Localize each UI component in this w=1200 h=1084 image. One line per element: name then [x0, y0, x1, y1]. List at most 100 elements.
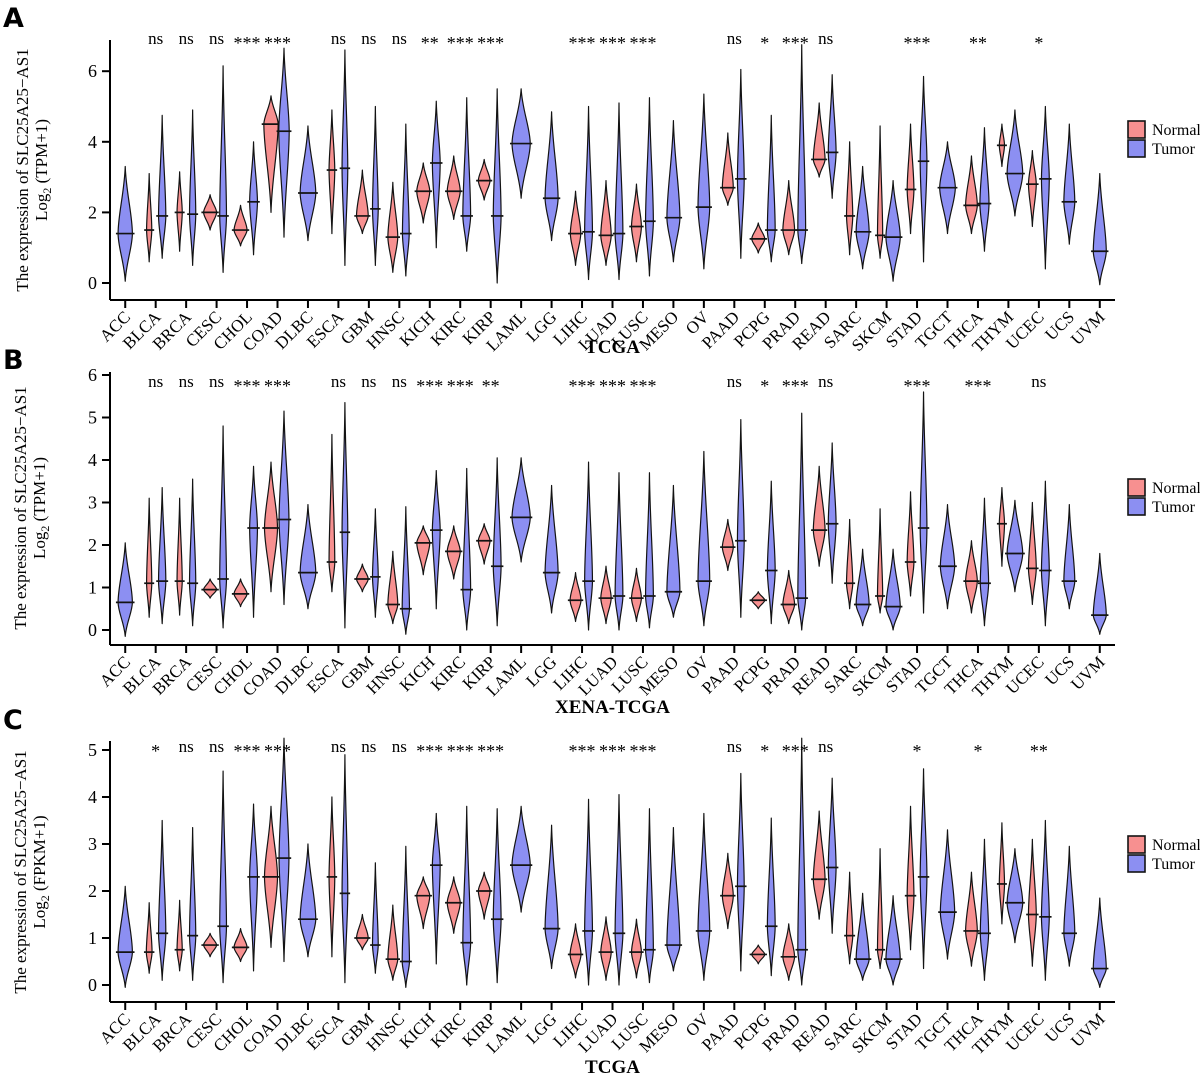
significance-marker-KICH: ***	[416, 376, 443, 396]
violin-normal-KIRC	[446, 155, 461, 221]
violin-tumor-ESCA	[341, 49, 349, 266]
significance-marker-LIHC: ***	[569, 376, 596, 396]
significance-marker-THCA: *	[973, 741, 982, 761]
violin-tumor-UVM	[1092, 552, 1107, 635]
violin-normal-THCA	[965, 540, 978, 614]
violin-tumor-LIHC	[584, 105, 594, 281]
significance-marker-KICH: ***	[416, 741, 443, 761]
violin-tumor-SKCM	[885, 895, 901, 986]
legend-label-normal: Normal	[1152, 837, 1200, 854]
y-axis-label-line1: The expression of SLC25A25−AS1	[11, 750, 30, 993]
y-axis-label-line2: Log2 (TPM+1)	[32, 119, 54, 221]
significance-marker-HNSC: ns	[392, 29, 407, 48]
significance-marker-LIHC: ***	[569, 741, 596, 761]
violin-tumor-HNSC	[401, 845, 411, 988]
violin-normal-SKCM	[876, 125, 884, 259]
violin-normal-LUAD	[600, 565, 612, 625]
legend-swatch-tumor	[1127, 497, 1146, 516]
legend-swatch-normal	[1127, 478, 1146, 497]
y-axis-label-line2: Log2 (FPKM+1)	[30, 815, 52, 928]
legend-label-normal: Normal	[1152, 122, 1200, 139]
significance-marker-PRAD: ***	[782, 741, 809, 761]
violin-normal-KICH	[416, 525, 431, 576]
violin-tumor-CESC	[219, 65, 228, 274]
significance-marker-ESCA: ns	[331, 372, 346, 391]
violin-normal-THCA	[965, 155, 978, 235]
violin-tumor-BRCA	[188, 826, 197, 981]
x-category-label-UVM: UVM	[1067, 652, 1108, 693]
y-axis-label-line1: The expression of SLC25A25−AS1	[11, 386, 30, 629]
significance-marker-KIRC: ***	[447, 33, 474, 53]
significance-marker-STAD: ***	[904, 33, 931, 53]
significance-marker-KIRP: ***	[477, 741, 504, 761]
significance-marker-COAD: ***	[264, 741, 291, 761]
violin-normal-STAD	[906, 805, 915, 951]
violin-normal-UCEC	[1027, 501, 1037, 606]
significance-marker-KIRP: **	[482, 376, 500, 396]
violin-tumor-LGG	[544, 824, 559, 970]
violin-tumor-GBM	[371, 105, 379, 266]
y-tick-label: 3	[88, 834, 97, 854]
violin-tumor-DLBC	[299, 843, 317, 958]
legend-label-tumor: Tumor	[1152, 856, 1196, 873]
significance-marker-THCA: **	[969, 33, 987, 53]
x-category-label-KIRC: KIRC	[427, 652, 469, 694]
y-tick-label: 5	[88, 408, 97, 428]
significance-marker-PCPG: *	[760, 33, 769, 53]
violin-tumor-READ	[827, 442, 837, 584]
violin-normal-HNSC	[387, 904, 399, 981]
violin-normal-GBM	[355, 563, 369, 593]
significance-marker-LUAD: ***	[599, 741, 626, 761]
x-category-label-KIRC: KIRC	[427, 1009, 469, 1051]
violin-normal-SKCM	[876, 848, 884, 970]
x-category-label-KIRC: KIRC	[427, 307, 469, 349]
legend-swatch-normal	[1127, 120, 1146, 139]
violin-normal-ESCA	[328, 109, 336, 235]
violin-tumor-MESO	[666, 826, 681, 972]
violin-normal-PAAD	[721, 852, 734, 930]
violin-tumor-KIRP	[492, 88, 502, 284]
violin-normal-KIRC	[446, 876, 461, 934]
violin-normal-HNSC	[387, 181, 399, 274]
significance-marker-KIRC: ***	[447, 376, 474, 396]
violin-tumor-UCEC	[1040, 480, 1050, 627]
violin-tumor-UCS	[1063, 123, 1076, 245]
violin-normal-COAD	[263, 461, 279, 593]
violin-tumor-LAML	[511, 805, 531, 913]
violin-tumor-UVM	[1092, 897, 1107, 988]
violin-tumor-OV	[697, 93, 711, 270]
violin-tumor-ACC	[117, 165, 133, 282]
violin-tumor-KIRP	[492, 457, 502, 627]
violin-normal-SARC	[845, 141, 854, 256]
violin-tumor-KICH	[431, 100, 441, 249]
violin-normal-READ	[812, 102, 826, 178]
violin-tumor-SARC	[855, 548, 870, 627]
y-tick-label: 0	[88, 620, 97, 640]
y-tick-label: 0	[88, 975, 97, 995]
violin-normal-BRCA	[176, 899, 183, 972]
violin-normal-KICH	[416, 162, 431, 224]
violin-normal-READ	[812, 810, 826, 920]
violin-normal-KIRP	[477, 523, 491, 565]
violin-tumor-COAD	[278, 47, 290, 238]
significance-marker-KIRP: ***	[477, 33, 504, 53]
violin-tumor-KICH	[431, 812, 441, 965]
y-tick-label: 2	[88, 881, 97, 901]
violin-normal-CHOL	[233, 578, 248, 608]
y-tick-label: 6	[88, 365, 97, 385]
violin-tumor-ACC	[117, 885, 133, 988]
violin-tumor-STAD	[919, 768, 928, 970]
panel-letter-C: C	[3, 705, 23, 736]
violin-tumor-OV	[697, 450, 711, 627]
violin-tumor-COAD	[278, 410, 290, 606]
y-axis-label-line2: Log2 (TPM+1)	[30, 457, 52, 559]
violin-normal-PRAD	[782, 923, 796, 981]
violin-normal-PCPG	[751, 222, 766, 254]
violin-normal-READ	[812, 465, 826, 567]
violin-normal-KIRP	[477, 871, 491, 920]
panel-letter-B: B	[3, 345, 24, 376]
violin-tumor-UCS	[1063, 845, 1076, 967]
violin-normal-BRCA	[176, 171, 183, 252]
violin-normal-GBM	[355, 913, 369, 951]
